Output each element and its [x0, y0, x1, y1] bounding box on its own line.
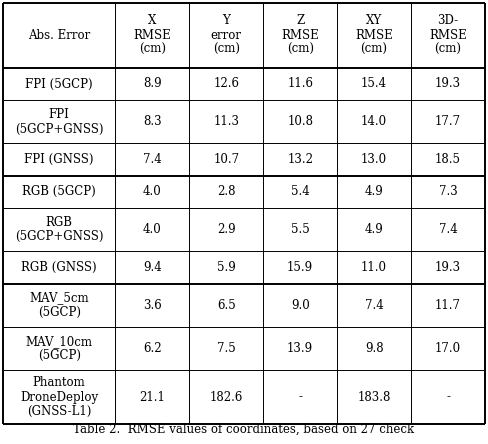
Text: 17.0: 17.0	[435, 342, 461, 355]
Text: 183.8: 183.8	[357, 391, 391, 404]
Text: Phantom
DroneDeploy
(GNSS-L1): Phantom DroneDeploy (GNSS-L1)	[20, 376, 98, 418]
Text: 19.3: 19.3	[435, 261, 461, 274]
Text: FPI (5GCP): FPI (5GCP)	[25, 77, 93, 91]
Text: XY
RMSE
(cm): XY RMSE (cm)	[355, 14, 393, 56]
Text: 8.3: 8.3	[143, 115, 162, 128]
Text: MAV_10cm
(5GCP): MAV_10cm (5GCP)	[26, 335, 93, 362]
Text: 9.4: 9.4	[143, 261, 162, 274]
Text: -: -	[298, 391, 302, 404]
Text: 10.7: 10.7	[213, 153, 239, 166]
Text: 19.3: 19.3	[435, 77, 461, 91]
Text: 21.1: 21.1	[140, 391, 165, 404]
Text: 11.3: 11.3	[213, 115, 239, 128]
Text: 7.4: 7.4	[365, 299, 384, 312]
Text: 18.5: 18.5	[435, 153, 461, 166]
Text: 4.9: 4.9	[365, 186, 384, 198]
Text: 5.9: 5.9	[217, 261, 236, 274]
Text: 13.0: 13.0	[361, 153, 387, 166]
Text: 4.0: 4.0	[143, 223, 162, 236]
Text: 15.4: 15.4	[361, 77, 387, 91]
Text: 6.5: 6.5	[217, 299, 236, 312]
Text: RGB
(5GCP+GNSS): RGB (5GCP+GNSS)	[15, 216, 103, 243]
Text: 14.0: 14.0	[361, 115, 387, 128]
Text: Table 2.  RMSE values of coordinates, based on 27 check: Table 2. RMSE values of coordinates, bas…	[73, 423, 415, 436]
Text: FPI
(5GCP+GNSS): FPI (5GCP+GNSS)	[15, 108, 103, 135]
Text: X
RMSE
(cm): X RMSE (cm)	[133, 14, 171, 56]
Text: 3D-
RMSE
(cm): 3D- RMSE (cm)	[429, 14, 467, 56]
Text: 182.6: 182.6	[209, 391, 243, 404]
Text: 7.4: 7.4	[143, 153, 162, 166]
Text: 10.8: 10.8	[287, 115, 313, 128]
Text: RGB (GNSS): RGB (GNSS)	[21, 261, 97, 274]
Text: -: -	[446, 391, 450, 404]
Text: 8.9: 8.9	[143, 77, 162, 91]
Text: 11.7: 11.7	[435, 299, 461, 312]
Text: MAV_5cm
(5GCP): MAV_5cm (5GCP)	[29, 292, 89, 319]
Text: 15.9: 15.9	[287, 261, 313, 274]
Text: 13.9: 13.9	[287, 342, 313, 355]
Text: 13.2: 13.2	[287, 153, 313, 166]
Text: 4.0: 4.0	[143, 186, 162, 198]
Text: 7.3: 7.3	[439, 186, 457, 198]
Text: 5.4: 5.4	[291, 186, 309, 198]
Text: FPI (GNSS): FPI (GNSS)	[24, 153, 94, 166]
Text: 11.6: 11.6	[287, 77, 313, 91]
Text: Y
error
(cm): Y error (cm)	[211, 14, 242, 56]
Text: 6.2: 6.2	[143, 342, 162, 355]
Text: 2.9: 2.9	[217, 223, 236, 236]
Text: 17.7: 17.7	[435, 115, 461, 128]
Text: 3.6: 3.6	[143, 299, 162, 312]
Text: 2.8: 2.8	[217, 186, 236, 198]
Text: 11.0: 11.0	[361, 261, 387, 274]
Text: 7.4: 7.4	[439, 223, 457, 236]
Text: RGB (5GCP): RGB (5GCP)	[22, 186, 96, 198]
Text: 4.9: 4.9	[365, 223, 384, 236]
Text: 9.8: 9.8	[365, 342, 384, 355]
Text: 12.6: 12.6	[213, 77, 239, 91]
Text: Z
RMSE
(cm): Z RMSE (cm)	[281, 14, 319, 56]
Text: Abs. Error: Abs. Error	[28, 29, 90, 42]
Text: 5.5: 5.5	[291, 223, 309, 236]
Text: 9.0: 9.0	[291, 299, 309, 312]
Text: 7.5: 7.5	[217, 342, 236, 355]
